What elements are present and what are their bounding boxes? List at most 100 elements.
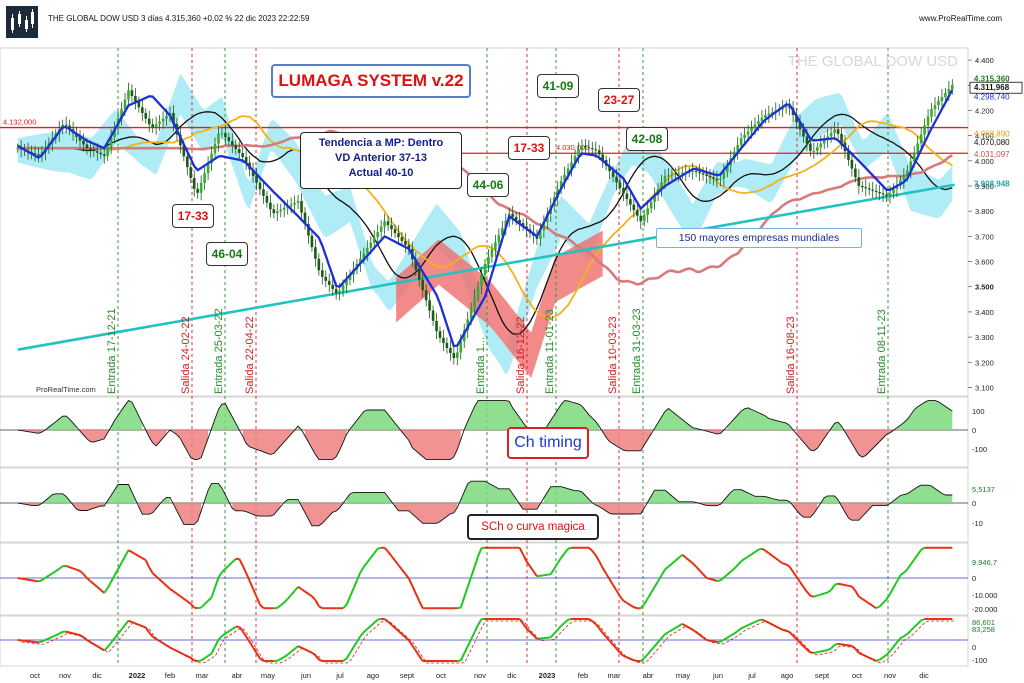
oscillator-segment — [865, 600, 870, 605]
oscillator-segment — [885, 593, 891, 600]
candle-body — [899, 180, 902, 185]
time-tick-label: jul — [747, 671, 756, 680]
oscillator-segment — [190, 603, 195, 609]
candle-body — [265, 195, 269, 203]
candle-body — [241, 153, 244, 157]
oscillator-segment — [556, 557, 562, 564]
candle-body — [310, 235, 314, 248]
oscillator-segment — [404, 573, 410, 580]
site-link[interactable]: www.ProRealTime.com — [919, 14, 1002, 23]
candle-body — [462, 330, 466, 342]
candle-body — [379, 226, 383, 232]
oscillator-segment — [135, 622, 140, 626]
time-tick-label: nov — [59, 671, 71, 680]
candle-body — [456, 352, 459, 359]
oscillator-segment — [598, 627, 604, 634]
last-value-tag: 4.070,080 — [974, 138, 1010, 147]
price-tick-label: 3.700 — [975, 232, 994, 241]
oscillator-segment — [785, 563, 791, 568]
oscillator-line — [17, 400, 953, 460]
system-title: LUMAGA SYSTEM v.22 — [271, 64, 471, 98]
positive-area — [107, 484, 136, 503]
candle-body — [414, 259, 418, 270]
time-tick-label: nov — [884, 671, 896, 680]
oscillator-segment — [834, 642, 839, 646]
oscillator-segment — [823, 591, 828, 595]
oscillator-segment — [459, 652, 466, 661]
oscillator-segment — [283, 598, 289, 604]
oscillator-segment — [197, 606, 202, 610]
oscillator-segment — [176, 593, 181, 598]
oscillator-segment — [563, 548, 569, 554]
oscillator-segment — [390, 555, 396, 562]
oscillator-segment — [699, 633, 704, 639]
trend-box: Tendencia a MP: Dentro VD Anterior 37-13… — [300, 132, 462, 189]
candle-body — [798, 122, 802, 130]
oscillator-segment — [82, 636, 88, 641]
score-box: 42-08 — [626, 127, 668, 151]
oscillator-segment — [158, 578, 164, 584]
oscillator-segment — [418, 600, 424, 609]
oscillator-segment — [51, 570, 57, 575]
candle-body — [123, 99, 127, 109]
signal-label: Salida 24-02-22 — [180, 316, 192, 394]
oscillator-segment — [837, 582, 842, 586]
oscillator-segment — [844, 584, 849, 587]
oscillator-segment — [643, 653, 649, 659]
candle-body — [68, 125, 71, 130]
oscillator-segment — [889, 587, 895, 595]
candle-body — [99, 152, 103, 155]
oscillator-segment — [221, 632, 226, 637]
oscillator-segment — [194, 606, 198, 610]
oscillator-segment — [841, 643, 846, 646]
oscillator-segment — [906, 629, 912, 635]
level-4030-label: 4.030,000 — [556, 143, 589, 152]
oscillator-segment — [713, 578, 718, 582]
oscillator-segment — [754, 548, 760, 553]
oscillator-segment — [304, 590, 310, 595]
oscillator-segment — [851, 585, 857, 592]
candle-body — [829, 132, 833, 137]
time-tick-label: 2022 — [129, 671, 146, 680]
candle-body — [878, 192, 881, 194]
oscillator-segment — [390, 624, 396, 629]
oscillator-segment — [733, 564, 739, 570]
oscillator-segment — [169, 588, 175, 593]
oscillator-segment — [311, 595, 317, 601]
candle-body — [372, 237, 376, 243]
negative-area — [602, 430, 652, 451]
candle-body — [636, 210, 639, 216]
oscillator-segment — [228, 561, 233, 567]
oscillator-segment — [903, 568, 909, 574]
oscillator-segment — [76, 568, 81, 572]
negative-area — [232, 503, 281, 517]
oscillator-segment — [138, 555, 143, 560]
oscillator-segment — [286, 594, 292, 600]
oscillator-segment — [719, 576, 725, 582]
oscillator-segment — [810, 594, 815, 598]
signal-label: Salida 10-03-23 — [607, 316, 619, 394]
candle-body — [203, 173, 206, 183]
oscillator-segment — [401, 568, 407, 575]
oscillator-segment — [706, 577, 711, 580]
negative-area — [395, 503, 458, 524]
oscillator-segment — [861, 598, 867, 603]
last-value-box — [969, 81, 1023, 94]
price-tick-label: 3.200 — [975, 358, 994, 367]
oscillator-segment — [394, 559, 400, 566]
oscillator-segment — [747, 553, 753, 558]
oscillator-segment — [567, 618, 572, 621]
oscillator-segment — [41, 577, 46, 581]
oscillator-segment — [660, 569, 666, 576]
candle-body — [255, 176, 258, 183]
negative-area — [401, 430, 461, 460]
oscillator-segment — [646, 592, 653, 600]
time-tick-label: feb — [165, 671, 175, 680]
negative-area — [305, 430, 347, 460]
oscillator-segment — [657, 574, 663, 582]
candle-body — [141, 107, 144, 113]
candle-body — [224, 133, 227, 138]
candle-body — [615, 176, 618, 183]
candle-body — [732, 151, 736, 159]
oscillator-segment — [608, 640, 614, 646]
